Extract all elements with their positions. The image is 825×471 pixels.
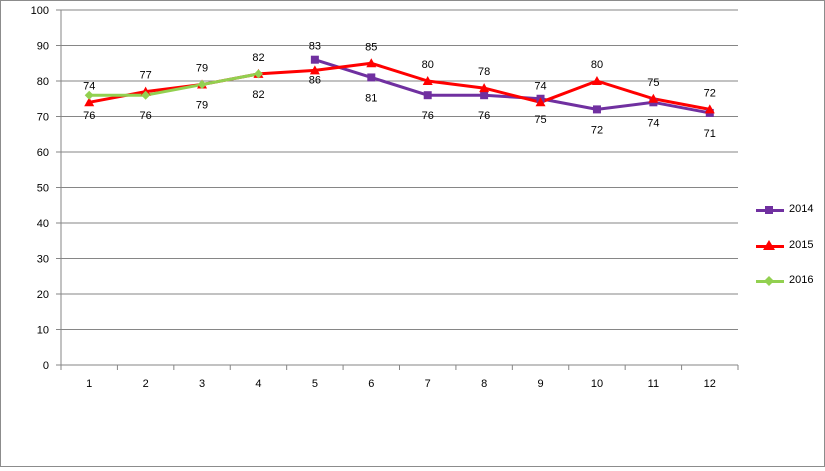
x-tick-label: 4 [255,378,261,390]
legend-triangle-marker [763,240,775,250]
data-point-2014 [592,105,601,114]
data-point-2015 [84,97,95,107]
data-label-2015: 72 [704,87,716,99]
data-label-2014: 74 [647,117,659,129]
x-tick-label: 3 [199,378,205,390]
data-label-2015: 85 [365,41,377,53]
data-label-2015: 77 [140,70,152,82]
data-label-2016: 82 [252,89,264,101]
data-label-2014: 76 [422,110,434,122]
data-label-2014: 71 [704,128,716,140]
data-point-2015 [309,65,320,75]
data-label-2015: 79 [196,63,208,75]
legend-label-2016: 2016 [789,274,814,286]
y-tick-label: 50 [37,183,49,195]
data-label-2015: 74 [534,80,546,92]
data-point-2015 [366,58,377,68]
data-point-2016 [84,90,94,100]
x-tick-label: 1 [86,378,92,390]
y-tick-label: 80 [37,76,49,88]
data-point-2015 [648,93,659,103]
data-label-2014: 75 [534,114,546,126]
data-point-2015 [591,76,602,85]
y-tick-label: 90 [37,41,49,53]
series-line-2016 [89,72,259,97]
legend-item-2014: 2014 [753,201,823,219]
data-point-2015 [704,104,715,114]
x-tick-label: 12 [704,378,716,390]
data-point-2014 [480,91,489,100]
series-line-2014 [314,58,711,115]
x-tick-label: 11 [648,378,659,390]
data-label-2014: 81 [365,92,377,104]
data-label-2015: 75 [647,77,659,89]
data-label-2015: 74 [83,80,95,92]
y-tick-label: 100 [31,5,49,17]
data-point-2015 [535,97,546,107]
data-point-2016 [197,80,207,90]
y-tick-label: 30 [37,254,49,266]
y-tick-label: 40 [37,218,49,230]
data-label-2014: 76 [478,110,490,122]
y-tick-label: 10 [37,325,49,337]
legend-label-2014: 2014 [789,203,814,215]
data-point-2014 [367,73,376,82]
data-label-2015: 83 [309,40,321,52]
y-tick-label: 70 [37,112,49,124]
y-tick-label: 0 [43,360,49,372]
data-point-2015 [422,76,433,85]
data-point-2015 [479,83,490,93]
data-label-2016: 79 [196,100,208,112]
data-label-2016: 76 [140,110,152,122]
legend-item-2015: 2015 [753,237,823,255]
data-label-2016: 76 [83,110,95,122]
legend-square-marker [765,206,773,214]
y-tick-label: 20 [37,289,49,301]
data-point-2016 [253,69,263,79]
x-tick-label: 9 [537,378,543,390]
data-label-2015: 78 [478,66,490,78]
data-label-2014: 86 [309,75,321,87]
legend-item-2016: 2016 [753,272,823,290]
x-tick-label: 8 [481,378,487,390]
y-tick-label: 60 [37,147,49,159]
x-tick-label: 5 [312,378,318,390]
legend-label-2015: 2015 [789,239,814,251]
data-label-2014: 72 [591,124,603,136]
data-label-2015: 80 [422,59,434,71]
data-point-2016 [141,90,151,100]
legend-diamond-marker [764,276,774,286]
data-label-2015: 80 [591,59,603,71]
x-tick-label: 6 [368,378,374,390]
x-tick-label: 7 [425,378,431,390]
data-label-2015: 82 [252,52,264,64]
data-point-2014 [423,91,432,100]
x-tick-label: 2 [143,378,149,390]
x-tick-label: 10 [591,378,603,390]
data-point-2014 [310,55,319,64]
